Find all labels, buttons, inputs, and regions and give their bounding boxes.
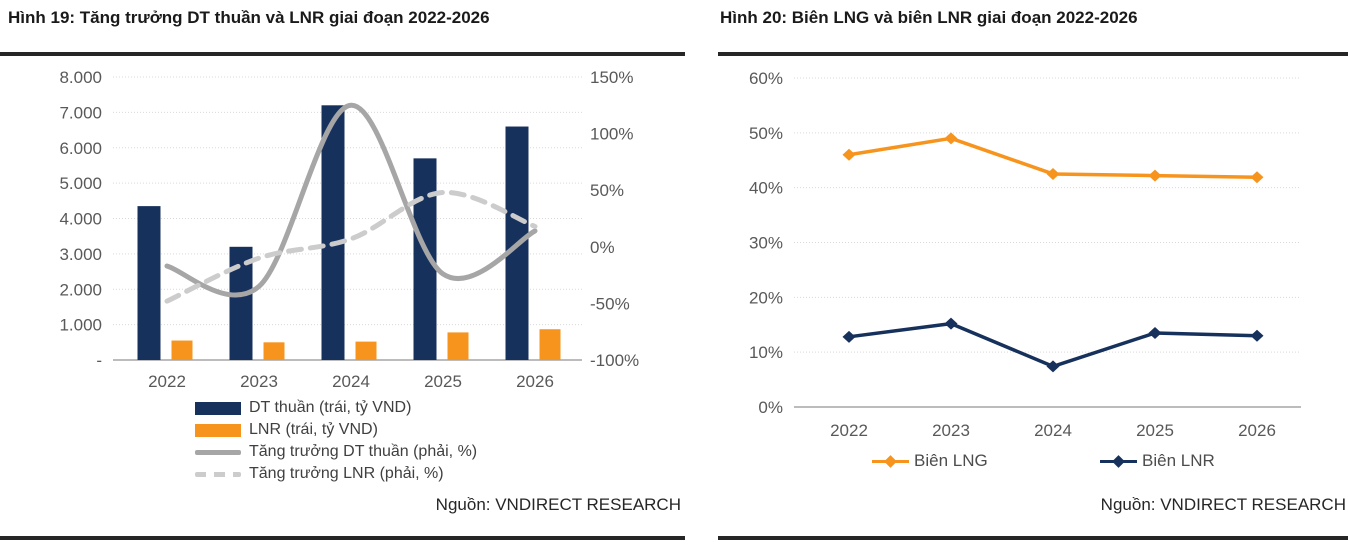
diamond-marker: [1250, 329, 1264, 342]
diamond-marker: [944, 317, 958, 330]
axis-label: 20%: [749, 288, 783, 307]
figure-20-top-rule: [718, 52, 1348, 56]
legend-swatch-line: [195, 449, 241, 455]
figure-20: Hình 20: Biên LNG và biên LNR giai đoạn …: [718, 0, 1348, 551]
axis-label: 2025: [1136, 421, 1174, 440]
axis-label: 2026: [516, 372, 554, 391]
axis-label: 2024: [1034, 421, 1072, 440]
legend-label: DT thuần (trái, tỷ VND): [249, 399, 412, 416]
bar: [137, 206, 161, 360]
axis-label: 2022: [830, 421, 868, 440]
figure-20-bottom-rule: [718, 536, 1348, 540]
axis-label: 40%: [749, 179, 783, 198]
legend-item: Tăng trưởng DT thuần (phải, %): [195, 441, 477, 463]
axis-label: 0%: [758, 398, 783, 417]
figure-19-legend: DT thuần (trái, tỷ VND) LNR (trái, tỷ VND…: [195, 397, 477, 485]
axis-label: 2024: [332, 372, 370, 391]
bar: [413, 158, 437, 360]
axis-label: -: [96, 351, 102, 370]
axis-label: 50%: [590, 181, 624, 200]
legend-swatch-bar: [195, 423, 241, 437]
figure-19-bottom-rule: [0, 536, 685, 540]
axis-label: 2.000: [59, 280, 102, 299]
diamond-marker: [1046, 360, 1060, 373]
figure-19-source: Nguồn: VNDIRECT RESEARCH: [435, 495, 681, 514]
axis-label: 2022: [148, 372, 186, 391]
legend-label: Tăng trưởng LNR (phải, %): [249, 465, 444, 482]
axis-label: 5.000: [59, 174, 102, 193]
bar: [229, 246, 253, 360]
legend-swatch-line: [195, 471, 241, 477]
bar: [171, 340, 193, 360]
axis-label: 1.000: [59, 316, 102, 335]
axis-label: 7.000: [59, 103, 102, 122]
bar: [355, 341, 377, 360]
diamond-marker: [1148, 326, 1162, 339]
diamond-marker: [842, 148, 856, 161]
axis-label: 2025: [424, 372, 462, 391]
figure-20-plot: 60% 50% 40% 30% 20% 10% 0% 2022 2023 2024 2025 2026: [749, 69, 1301, 440]
diamond-marker: [1148, 169, 1162, 182]
diamond-marker: [1046, 167, 1060, 180]
growth-line: [164, 102, 538, 298]
figure-19: Hình 19: Tăng trưởng DT thuần và LNR gia…: [0, 8, 685, 540]
axis-label: 60%: [749, 69, 783, 88]
legend-swatch-bar: [195, 401, 241, 415]
legend-label: Tăng trưởng DT thuần (phải, %): [249, 443, 478, 460]
axis-label: 30%: [749, 234, 783, 253]
axis-label: 4.000: [59, 210, 102, 229]
axis-label: 150%: [590, 68, 633, 87]
diamond-marker: [1250, 171, 1264, 184]
axis-label: 50%: [749, 124, 783, 143]
legend-item: DT thuần (trái, tỷ VND): [195, 397, 477, 419]
bar: [321, 105, 345, 360]
bar: [539, 329, 561, 360]
legend-item: Tăng trưởng LNR (phải, %): [195, 463, 477, 485]
axis-label: -100%: [590, 351, 639, 370]
legend-item: LNR (trái, tỷ VND): [195, 419, 477, 441]
axis-label: 2026: [1238, 421, 1276, 440]
bar: [263, 342, 285, 360]
figure-20-source: Nguồn: VNDIRECT RESEARCH: [1100, 495, 1346, 514]
figure-20-title: Hình 20: Biên LNG và biên LNR giai đoạn …: [720, 8, 1138, 27]
diamond-marker: [842, 330, 856, 343]
axis-label: 6.000: [59, 139, 102, 158]
figure-19-plot: 8.000 7.000 6.000 5.000 4.000 3.000 2.000 1.000…: [59, 68, 639, 391]
axis-label: 2023: [932, 421, 970, 440]
legend-label: LNR (trái, tỷ VND): [249, 421, 378, 438]
diamond-marker: [944, 132, 958, 145]
axis-label: 0%: [590, 238, 615, 257]
axis-label: 100%: [590, 125, 633, 144]
axis-label: 2023: [240, 372, 278, 391]
axis-label: 3.000: [59, 245, 102, 264]
axis-label: 8.000: [59, 68, 102, 87]
figure-19-top-rule: [0, 52, 685, 56]
bar: [447, 332, 469, 360]
margin-line: [848, 321, 1258, 369]
axis-label: 10%: [749, 343, 783, 362]
figure-19-title: Hình 19: Tăng trưởng DT thuần và LNR gia…: [8, 8, 490, 27]
growth-line: [164, 189, 538, 304]
axis-label: -50%: [590, 294, 630, 313]
